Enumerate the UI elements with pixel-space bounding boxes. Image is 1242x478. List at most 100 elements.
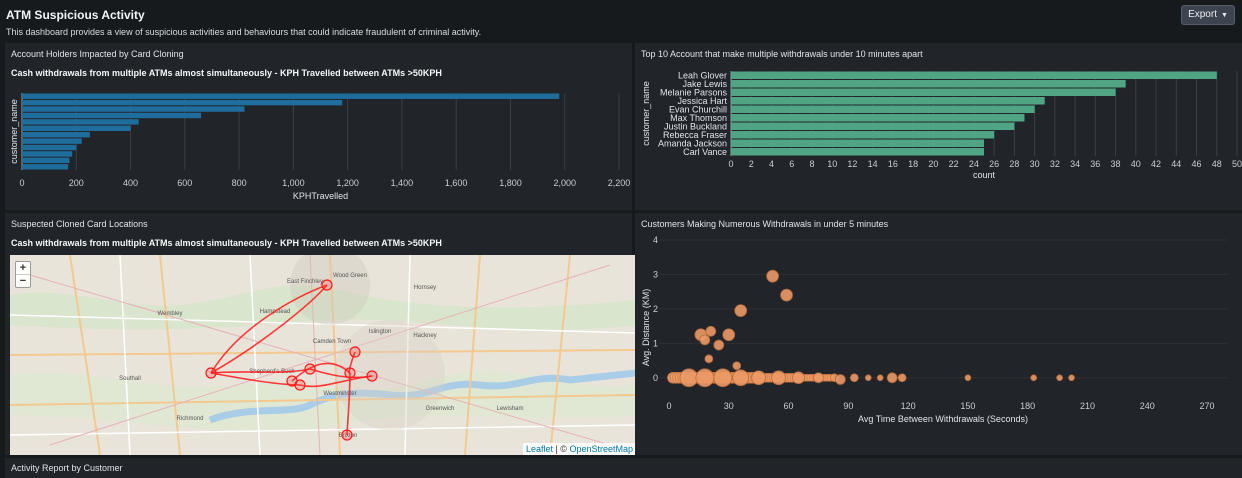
bar [22, 125, 131, 131]
panel-title: Suspected Cloned Card Locations [11, 219, 148, 229]
category-label: Melanie Parsons [660, 87, 728, 97]
map-place-label: Hackney [413, 333, 436, 339]
scatter-point [722, 328, 736, 342]
x-tick-label: 8 [809, 159, 814, 169]
x-tick-label: 400 [123, 178, 138, 188]
category-label: Justin Buckland [664, 121, 727, 131]
scatter-point [864, 374, 872, 382]
map-place-label: Lewisham [496, 406, 523, 412]
bar [22, 164, 69, 170]
bar [731, 88, 1116, 96]
atm-marker [366, 370, 378, 382]
map-panel: Suspected Cloned Card Locations Cash wit… [5, 213, 636, 455]
x-axis-title: Avg Time Between Withdrawals (Seconds) [858, 414, 1028, 424]
cloned-card-map[interactable]: Wood Green East Finchley Hornsey Hampstead I… [10, 255, 636, 455]
map-place-label: Richmond [176, 416, 203, 422]
x-tick-label: 0 [728, 159, 733, 169]
x-tick-label: 180 [1020, 401, 1035, 411]
y-tick-label: 3 [653, 269, 658, 279]
scatter-point [964, 374, 972, 382]
bar [22, 99, 343, 106]
export-button[interactable]: Export ▼ [1181, 5, 1235, 25]
scatter-point [771, 370, 786, 386]
category-label: Leah Glover [678, 70, 727, 80]
x-tick-label: 10 [827, 159, 837, 169]
x-tick-label: 60 [784, 401, 794, 411]
scatter-point [876, 374, 884, 382]
panel-subtitle: Cash withdrawals from multiple ATMs almo… [11, 238, 442, 248]
x-tick-label: 90 [843, 401, 853, 411]
y-tick-label: 2 [653, 304, 658, 314]
x-tick-label: 28 [1009, 159, 1019, 169]
bar [731, 148, 984, 156]
category-label: Amanda Jackson [658, 138, 727, 148]
x-tick-label: 0 [19, 178, 24, 188]
scatter-point [713, 368, 733, 388]
x-tick-label: 36 [1090, 159, 1100, 169]
export-label: Export [1188, 9, 1217, 20]
scatter-point [813, 372, 824, 384]
category-label: Evan Churchill [669, 104, 727, 114]
scatter-point [751, 370, 767, 386]
panel-subtitle: Cash withdrawals from multiple ATMs almo… [11, 68, 442, 78]
map-place-label: Wood Green [333, 273, 367, 279]
x-tick-label: 600 [177, 178, 192, 188]
scatter-point [780, 288, 793, 302]
atm-marker [344, 367, 356, 379]
bar [731, 80, 1126, 88]
bar [731, 97, 1045, 105]
x-tick-label: 800 [232, 178, 247, 188]
x-tick-label: 30 [724, 401, 734, 411]
map-place-label: Wembley [158, 311, 183, 317]
bar [731, 114, 1025, 122]
travel-path [210, 284, 328, 374]
bar [22, 112, 202, 119]
x-tick-label: 1,200 [336, 178, 359, 188]
map-place-label: East Finchley [287, 279, 323, 285]
caret-down-icon: ▼ [1220, 12, 1228, 19]
scatter-panel: Customers Making Numerous Withdrawals in… [635, 213, 1242, 455]
scatter-point [679, 368, 699, 388]
zoom-out-button[interactable]: − [16, 274, 30, 287]
kph-bar-chart[interactable]: 0 200 400 600 800 1,000 1,200 1,400 1,600 1,800 2,… [5, 43, 632, 210]
y-axis-title: customer_name [9, 99, 19, 164]
activity-panel: Activity Report by Customer [5, 458, 1242, 478]
map-place-label: Islington [369, 329, 391, 335]
withdrawal-scatter-chart[interactable]: 0 1 2 3 4 0 30 60 90 120 150 180 210 240 270 Avg Time B… [635, 213, 1242, 455]
scatter-point [704, 354, 714, 364]
x-tick-label: 12 [847, 159, 857, 169]
bar [22, 106, 245, 112]
x-tick-label: 0 [666, 401, 671, 411]
scatter-point [1030, 374, 1038, 382]
x-tick-label: 210 [1080, 401, 1095, 411]
leaflet-link[interactable]: Leaflet [525, 444, 553, 454]
travel-path [299, 375, 373, 388]
y-tick-label: 1 [653, 338, 658, 348]
map-place-label: Southall [119, 376, 141, 382]
x-tick-label: 34 [1070, 159, 1080, 169]
x-axis-title: count [973, 170, 996, 180]
bar [731, 139, 984, 147]
map-place-label: Hornsey [414, 285, 436, 291]
category-label: Jake Lewis [682, 79, 727, 89]
top10-bar-chart[interactable]: 0 2 4 6 8 10 12 14 16 18 20 22 24 26 28 30 32 34 36 38 40 42 4… [635, 43, 1242, 210]
bar [22, 144, 77, 151]
bar [731, 105, 1035, 113]
atm-marker [205, 367, 217, 379]
x-tick-label: 150 [960, 401, 975, 411]
x-tick-label: 14 [868, 159, 878, 169]
x-tick-label: 22 [949, 159, 959, 169]
x-tick-label: 4 [769, 159, 774, 169]
atm-marker [349, 346, 361, 358]
scatter-point [695, 368, 715, 388]
zoom-in-button[interactable]: + [19, 262, 27, 274]
category-label: Max Thomson [670, 113, 727, 123]
bar [22, 93, 560, 99]
bar [22, 132, 90, 138]
x-tick-label: 18 [908, 159, 918, 169]
osm-link[interactable]: OpenStreetMap [569, 444, 633, 454]
scatter-point [886, 372, 898, 384]
map-attribution: Leaflet | © OpenStreetMap [522, 443, 636, 455]
scatter-point [792, 371, 805, 385]
